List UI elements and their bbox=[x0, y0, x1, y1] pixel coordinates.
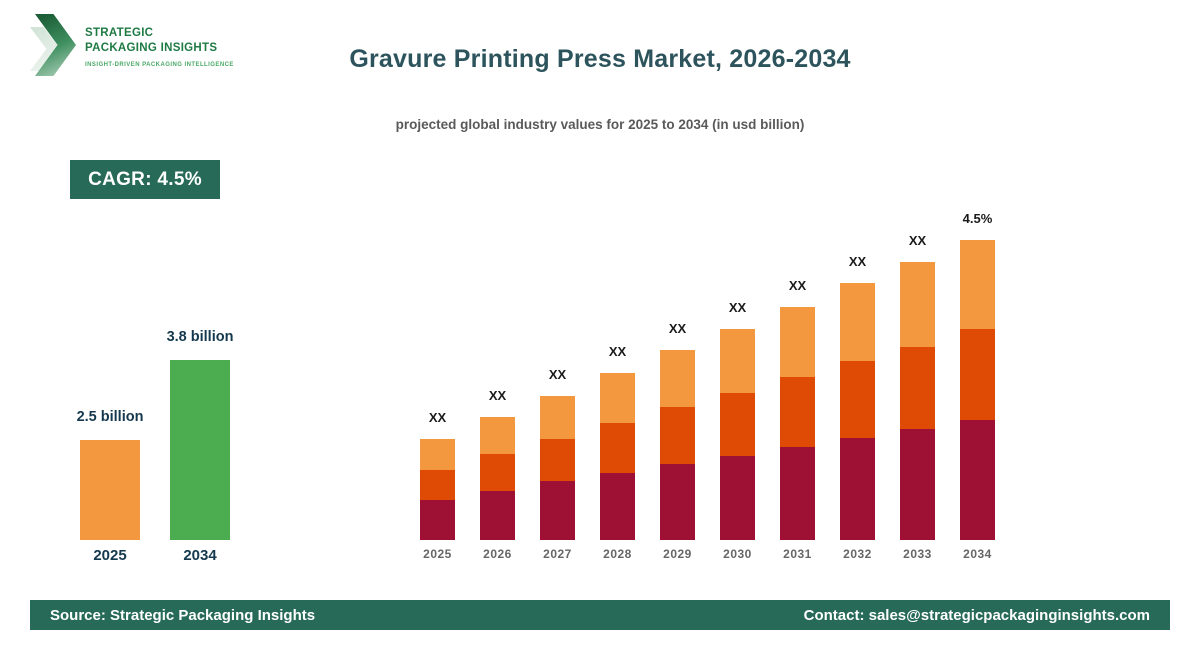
bar-segment-segment-bottom bbox=[960, 420, 995, 540]
stacked-bar-area: XX bbox=[720, 205, 755, 540]
bar-year-label: 2034 bbox=[963, 547, 992, 561]
bar-segment-segment-bottom bbox=[420, 500, 455, 540]
cagr-badge: CAGR: 4.5% bbox=[70, 160, 220, 199]
bar-value-label: XX bbox=[728, 300, 747, 315]
footer-bar: Source: Strategic Packaging Insights Con… bbox=[30, 600, 1170, 630]
brand-name-line1: STRATEGIC bbox=[85, 27, 154, 39]
bar-year-label: 2025 bbox=[423, 547, 452, 561]
bar-year-label: 2031 bbox=[783, 547, 812, 561]
summary-bar bbox=[80, 440, 140, 540]
bar-year-label: 2027 bbox=[543, 547, 572, 561]
stacked-bar-area: XX bbox=[660, 205, 695, 540]
brand-text: STRATEGIC PACKAGING INSIGHTS INSIGHT-DRI… bbox=[85, 14, 234, 76]
stacked-bar-group: XX 2031 bbox=[780, 205, 815, 561]
bar-year-label: 2032 bbox=[843, 547, 872, 561]
bar-segment-segment-middle bbox=[480, 454, 515, 491]
stacked-bar-area: XX bbox=[420, 205, 455, 540]
bar-segment-segment-middle bbox=[840, 361, 875, 438]
bar-segment-segment-middle bbox=[780, 377, 815, 447]
bar-segment-segment-middle bbox=[600, 423, 635, 473]
bar-segment-segment-bottom bbox=[780, 447, 815, 540]
bar-year-label: 2029 bbox=[663, 547, 692, 561]
bar-segment-segment-top bbox=[480, 417, 515, 454]
bar-value-label: XX bbox=[908, 233, 927, 248]
page-subtitle: projected global industry values for 202… bbox=[395, 117, 805, 132]
summary-chart: 2.5 billion 2025 3.8 billion 2034 bbox=[70, 320, 240, 570]
stacked-bar-area: XX bbox=[840, 205, 875, 540]
bar-segment-segment-top bbox=[960, 240, 995, 329]
bar-segment-segment-top bbox=[840, 283, 875, 361]
summary-bar-group: 2.5 billion 2025 bbox=[77, 320, 144, 564]
bar-segment-segment-middle bbox=[420, 470, 455, 500]
summary-year-label: 2034 bbox=[183, 547, 217, 564]
stacked-bar-group: XX 2033 bbox=[900, 205, 935, 561]
stacked-bar-area: XX bbox=[600, 205, 635, 540]
stacked-bar-area: XX bbox=[900, 205, 935, 540]
brand-tagline: INSIGHT-DRIVEN PACKAGING INTELLIGENCE bbox=[85, 61, 234, 68]
bar-segment-segment-middle bbox=[540, 439, 575, 481]
summary-bar-group: 3.8 billion 2034 bbox=[167, 320, 234, 564]
stacked-bar-group: XX 2028 bbox=[600, 205, 635, 561]
summary-bar-area: 2.5 billion bbox=[77, 320, 143, 540]
stacked-bar-group: 4.5% 2034 bbox=[960, 205, 995, 561]
summary-value-label: 2.5 billion bbox=[76, 409, 144, 425]
stacked-bar-chart: XX 2025 XX 2026 XX 2027 XX 2028 XX 2029 XX 2030 XX 20… bbox=[410, 205, 1010, 570]
bar-value-label: XX bbox=[668, 321, 687, 336]
bar-segment-segment-top bbox=[780, 307, 815, 377]
stacked-bar-group: XX 2030 bbox=[720, 205, 755, 561]
page-title: Gravure Printing Press Market, 2026-2034 bbox=[349, 45, 851, 73]
bar-segment-segment-bottom bbox=[480, 491, 515, 540]
bar-segment-segment-middle bbox=[720, 393, 755, 456]
bar-segment-segment-bottom bbox=[600, 473, 635, 540]
bar-value-label: XX bbox=[848, 254, 867, 269]
bar-segment-segment-top bbox=[420, 439, 455, 470]
brand-logo: STRATEGIC PACKAGING INSIGHTS INSIGHT-DRI… bbox=[30, 14, 234, 76]
bar-segment-segment-bottom bbox=[540, 481, 575, 540]
stacked-bar-group: XX 2032 bbox=[840, 205, 875, 561]
bar-segment-segment-middle bbox=[900, 347, 935, 429]
bar-value-label: 4.5% bbox=[962, 211, 993, 226]
stacked-bar-area: 4.5% bbox=[960, 205, 995, 540]
stacked-bar-area: XX bbox=[480, 205, 515, 540]
brand-name-line2: PACKAGING INSIGHTS bbox=[85, 41, 218, 54]
bar-year-label: 2033 bbox=[903, 547, 932, 561]
summary-value-label: 3.8 billion bbox=[166, 329, 234, 345]
stacked-bar-group: XX 2027 bbox=[540, 205, 575, 561]
footer-contact: Contact: sales@strategicpackaginginsight… bbox=[803, 606, 1150, 624]
bar-value-label: XX bbox=[488, 388, 507, 403]
bar-value-label: XX bbox=[788, 278, 807, 293]
bar-segment-segment-middle bbox=[660, 407, 695, 464]
bar-segment-segment-top bbox=[660, 350, 695, 407]
bar-segment-segment-bottom bbox=[900, 429, 935, 540]
bar-year-label: 2028 bbox=[603, 547, 632, 561]
stacked-bar-group: XX 2025 bbox=[420, 205, 455, 561]
stacked-bar-group: XX 2029 bbox=[660, 205, 695, 561]
bar-segment-segment-top bbox=[540, 396, 575, 439]
summary-bar-area: 3.8 billion bbox=[167, 320, 233, 540]
bar-value-label: XX bbox=[428, 410, 447, 425]
stacked-bar-group: XX 2026 bbox=[480, 205, 515, 561]
bar-value-label: XX bbox=[608, 344, 627, 359]
bar-year-label: 2026 bbox=[483, 547, 512, 561]
summary-year-label: 2025 bbox=[93, 547, 127, 564]
bar-segment-segment-middle bbox=[960, 329, 995, 420]
bar-segment-segment-bottom bbox=[720, 456, 755, 540]
bar-segment-segment-top bbox=[720, 329, 755, 393]
stacked-bar-area: XX bbox=[780, 205, 815, 540]
bar-segment-segment-top bbox=[900, 262, 935, 347]
stacked-bar-area: XX bbox=[540, 205, 575, 540]
chevron-logo-icon bbox=[30, 14, 76, 76]
bar-segment-segment-bottom bbox=[840, 438, 875, 540]
bar-segment-segment-bottom bbox=[660, 464, 695, 540]
summary-bar bbox=[170, 360, 230, 540]
bar-segment-segment-top bbox=[600, 373, 635, 423]
bar-value-label: XX bbox=[548, 367, 567, 382]
bar-year-label: 2030 bbox=[723, 547, 752, 561]
footer-source: Source: Strategic Packaging Insights bbox=[50, 606, 316, 624]
